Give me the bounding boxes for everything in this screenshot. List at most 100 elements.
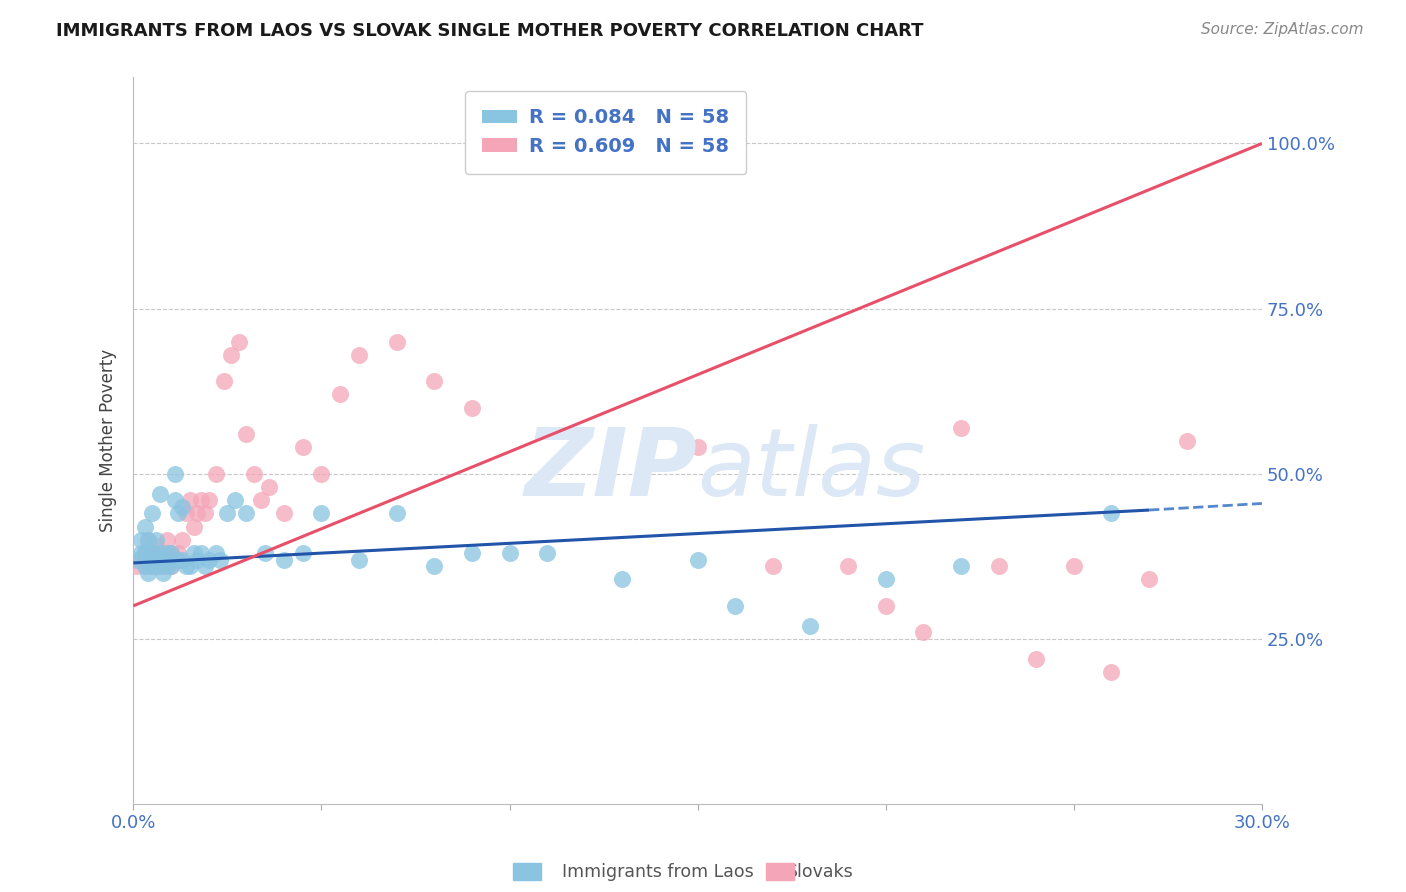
Point <box>156 559 179 574</box>
Point <box>461 401 484 415</box>
Point <box>385 334 408 349</box>
Text: Slovaks: Slovaks <box>787 863 853 881</box>
Point <box>291 546 314 560</box>
Point <box>235 507 257 521</box>
Point <box>186 552 208 566</box>
Point <box>138 552 160 566</box>
Point <box>987 559 1010 574</box>
Point <box>912 625 935 640</box>
Point <box>129 552 152 566</box>
Point <box>167 552 190 566</box>
Point <box>160 559 183 574</box>
Point <box>194 507 217 521</box>
Point <box>138 552 160 566</box>
Point <box>160 546 183 560</box>
Point <box>167 507 190 521</box>
Point <box>235 427 257 442</box>
Point <box>152 566 174 580</box>
Point <box>257 480 280 494</box>
Point <box>219 348 242 362</box>
Point <box>172 533 194 547</box>
Point <box>129 533 152 547</box>
Point <box>228 334 250 349</box>
Point <box>949 420 972 434</box>
Point <box>205 546 228 560</box>
Legend: R = 0.084   N = 58, R = 0.609   N = 58: R = 0.084 N = 58, R = 0.609 N = 58 <box>465 91 747 174</box>
Point <box>190 546 212 560</box>
Point <box>141 546 163 560</box>
Point <box>160 546 183 560</box>
Point <box>145 533 167 547</box>
Point <box>156 533 179 547</box>
Point <box>138 566 160 580</box>
Point <box>1063 559 1085 574</box>
Point <box>174 507 197 521</box>
Point <box>163 467 186 481</box>
Point <box>163 493 186 508</box>
Text: Source: ZipAtlas.com: Source: ZipAtlas.com <box>1201 22 1364 37</box>
Point <box>141 559 163 574</box>
Point <box>138 533 160 547</box>
Point <box>160 559 183 574</box>
Point <box>190 493 212 508</box>
Point <box>212 374 235 388</box>
Point <box>145 552 167 566</box>
Point <box>311 467 333 481</box>
Point <box>217 507 239 521</box>
Point <box>253 546 276 560</box>
Point <box>347 348 370 362</box>
Point <box>686 440 709 454</box>
Point <box>498 136 520 151</box>
Point <box>145 559 167 574</box>
Point <box>250 493 273 508</box>
Point <box>197 493 219 508</box>
Point <box>152 546 174 560</box>
Point <box>1175 434 1198 448</box>
Point <box>134 559 156 574</box>
Point <box>1099 507 1122 521</box>
Point <box>156 546 179 560</box>
Point <box>423 559 446 574</box>
Point <box>329 387 352 401</box>
Point <box>179 559 201 574</box>
Text: ZIP: ZIP <box>524 424 697 516</box>
Point <box>205 467 228 481</box>
Point <box>273 507 295 521</box>
Point <box>129 546 152 560</box>
Point <box>347 552 370 566</box>
Point <box>724 599 747 613</box>
Point <box>291 440 314 454</box>
Text: IMMIGRANTS FROM LAOS VS SLOVAK SINGLE MOTHER POVERTY CORRELATION CHART: IMMIGRANTS FROM LAOS VS SLOVAK SINGLE MO… <box>56 22 924 40</box>
Point <box>183 546 205 560</box>
Point <box>149 486 172 500</box>
Point <box>163 552 186 566</box>
Point <box>461 546 484 560</box>
Point <box>156 552 179 566</box>
Point <box>273 552 295 566</box>
Point <box>149 546 172 560</box>
Point <box>152 559 174 574</box>
Point <box>423 374 446 388</box>
Point <box>134 519 156 533</box>
Point <box>1137 573 1160 587</box>
Point <box>612 136 634 151</box>
Point <box>242 467 264 481</box>
Point <box>762 559 785 574</box>
Point <box>837 559 859 574</box>
Point <box>167 546 190 560</box>
Point <box>134 546 156 560</box>
Point <box>686 552 709 566</box>
Point <box>141 507 163 521</box>
Text: atlas: atlas <box>697 425 927 516</box>
Point <box>172 500 194 514</box>
Point <box>186 507 208 521</box>
Y-axis label: Single Mother Poverty: Single Mother Poverty <box>100 349 117 533</box>
Point <box>149 559 172 574</box>
Point <box>134 546 156 560</box>
Point <box>385 507 408 521</box>
Point <box>875 573 897 587</box>
Point <box>149 552 172 566</box>
Point <box>145 540 167 554</box>
Point <box>799 618 821 632</box>
Point <box>138 533 160 547</box>
